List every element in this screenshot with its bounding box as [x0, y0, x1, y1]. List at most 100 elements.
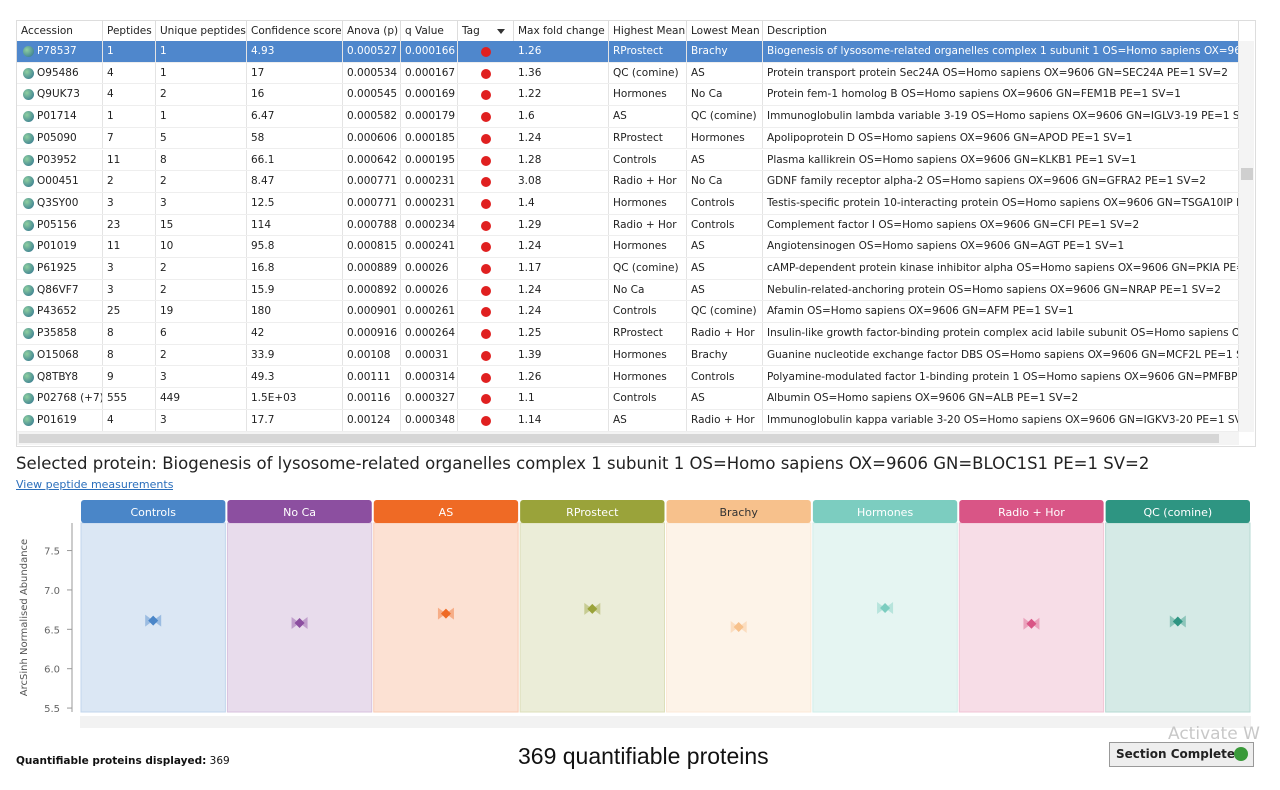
table-row[interactable]: O00451 2 2 8.47 0.000771 0.000231 3.08 Radio + … [17, 171, 1239, 193]
table-row[interactable]: P05090 7 5 58 0.000606 0.000185 1.24 RProstect H… [17, 127, 1239, 150]
cell: P43652 [17, 301, 103, 323]
cell: 8 [103, 323, 156, 344]
globe-icon [23, 219, 34, 231]
cell: 1.22 [514, 84, 609, 106]
cell: Testis-specific protein 10-interacting p… [763, 192, 1239, 214]
dot [291, 617, 308, 630]
table-row[interactable]: P03952 11 8 66.1 0.000642 0.000195 1.28 Control… [17, 149, 1239, 172]
group-label: AS [439, 506, 454, 519]
table-row[interactable]: P61925 3 2 16.8 0.000889 0.00026 1.17 QC (comin… [17, 258, 1239, 280]
cell: 15 [156, 214, 247, 236]
peptide-link[interactable]: View peptide measurements [16, 478, 174, 491]
cell: 2 [156, 258, 247, 279]
cell: Radio + Hor [687, 409, 763, 431]
cell: 0.000901 [343, 301, 401, 323]
cell: QC (comine) [609, 258, 687, 279]
cell: 0.000788 [343, 214, 401, 236]
tag-dot [481, 198, 491, 209]
cell: 0.000231 [401, 192, 458, 214]
cell: Hormones [609, 236, 687, 257]
cell: AS [687, 62, 763, 84]
cell: Controls [687, 192, 763, 214]
group-panel [666, 522, 812, 713]
group-header [520, 500, 665, 523]
table-row[interactable]: P43652 25 19 180 0.000901 0.000261 1.24 Control… [17, 301, 1239, 324]
cell: 1.14 [514, 409, 609, 431]
cell: Controls [609, 149, 687, 171]
table-row[interactable]: Q86VF7 3 2 15.9 0.000892 0.00026 1.24 No Ca AS Ne… [17, 279, 1239, 302]
column-header: q Value [401, 21, 458, 41]
tag-dot [481, 177, 491, 188]
cell: 4 [103, 84, 156, 106]
tag-dot [481, 90, 491, 101]
cell: QC (comine) [609, 62, 687, 84]
cell: 9 [103, 366, 156, 388]
cell: 58 [247, 127, 343, 149]
caption: 369 quantifiable proteins [518, 743, 769, 769]
globe-icon [23, 241, 34, 253]
globe-icon [23, 393, 34, 405]
table-row[interactable]: P05156 23 15 114 0.000788 0.000234 1.29 Radio +… [17, 214, 1239, 237]
button-icon [1234, 747, 1248, 761]
cell: 0.000348 [401, 409, 458, 431]
cell: 0.000241 [401, 236, 458, 257]
table-row[interactable]: P01619 4 3 17.7 0.00124 0.000348 1.14 AS Radio +… [17, 409, 1239, 432]
cell: 1.25 [514, 323, 609, 344]
table-row[interactable]: O95486 4 1 17 0.000534 0.000167 1.36 QC (comine… [17, 62, 1239, 85]
cell: 0.00124 [343, 409, 401, 431]
cell: 1.36 [514, 62, 609, 84]
cell: 17 [247, 62, 343, 84]
footer-status: Quantifiable proteins displayed: 369 [16, 755, 230, 767]
table-row[interactable]: Q8TBY8 9 3 49.3 0.00111 0.000314 1.26 Hormones C… [17, 366, 1239, 389]
table-row[interactable]: P01714 1 1 6.47 0.000582 0.000179 1.6 AS QC (com… [17, 106, 1239, 128]
cell: Q9UK73 [17, 84, 103, 106]
table-row[interactable]: P01019 11 10 95.8 0.000815 0.000241 1.24 Hormon… [17, 236, 1239, 258]
table-row[interactable]: O15068 8 2 33.9 0.00108 0.00031 1.39 Hormones Br… [17, 344, 1239, 367]
dot [877, 602, 894, 615]
column-header: Anova (p) [343, 21, 401, 41]
cell: Albumin OS=Homo sapiens OX=9606 GN=ALB P… [763, 388, 1239, 409]
globe-icon [23, 132, 34, 144]
section-complete-button[interactable]: Section Complete [1109, 742, 1254, 767]
cell: P01019 [17, 236, 103, 257]
table-row[interactable]: P02768 (+7) 555 449 1.5E+03 0.00116 0.000327 1… [17, 388, 1239, 410]
dot [584, 602, 601, 615]
cell: 8 [103, 344, 156, 366]
cell: 49.3 [247, 366, 343, 388]
cell: 0.000264 [401, 323, 458, 344]
cell: Protein fem-1 homolog B OS=Homo sapiens … [763, 84, 1239, 106]
cell: 0.000642 [343, 149, 401, 171]
group-panel [226, 522, 373, 713]
cell: Insulin-like growth factor-binding prote… [763, 323, 1239, 344]
cell: AS [687, 388, 763, 409]
table-row[interactable]: P35858 8 6 42 0.000916 0.000264 1.25 RProstect R… [17, 323, 1239, 345]
row-selected[interactable]: P78537 1 1 4.93 0.000527 0.000166 1.26 RProstec… [17, 41, 1239, 63]
cell: 11 [103, 236, 156, 257]
cell: 2 [156, 84, 247, 106]
cell: P01619 [17, 409, 103, 431]
cell: 4 [103, 409, 156, 431]
cell: 12.5 [247, 192, 343, 214]
cell: 0.000167 [401, 62, 458, 84]
dot-part [880, 603, 891, 614]
cell: 0.000169 [401, 84, 458, 106]
cell: 1 [103, 41, 156, 62]
y-tick-label: 5.5 [44, 704, 60, 715]
cell: 0.000606 [343, 127, 401, 149]
globe-icon [23, 306, 34, 318]
group-header [666, 500, 811, 523]
group-panel [519, 522, 665, 713]
cell: 0.000771 [343, 171, 401, 192]
cell: 7 [103, 127, 156, 149]
cell: Radio + Hor [609, 171, 687, 192]
cell: 0.000261 [401, 301, 458, 323]
cell: 0.000892 [343, 279, 401, 301]
cell: 23 [103, 214, 156, 236]
cell: 0.000234 [401, 214, 458, 236]
column-header: Confidence score [247, 21, 343, 41]
table-row[interactable]: Q3SY00 3 3 12.5 0.000771 0.000231 1.4 Hormones C… [17, 192, 1239, 215]
table-row[interactable]: Q9UK73 4 2 16 0.000545 0.000169 1.22 Hormones No… [17, 84, 1239, 107]
cell: P35858 [17, 323, 103, 344]
cell: Biogenesis of lysosome-related organelle… [763, 41, 1239, 62]
cell: 1.1 [514, 388, 609, 409]
